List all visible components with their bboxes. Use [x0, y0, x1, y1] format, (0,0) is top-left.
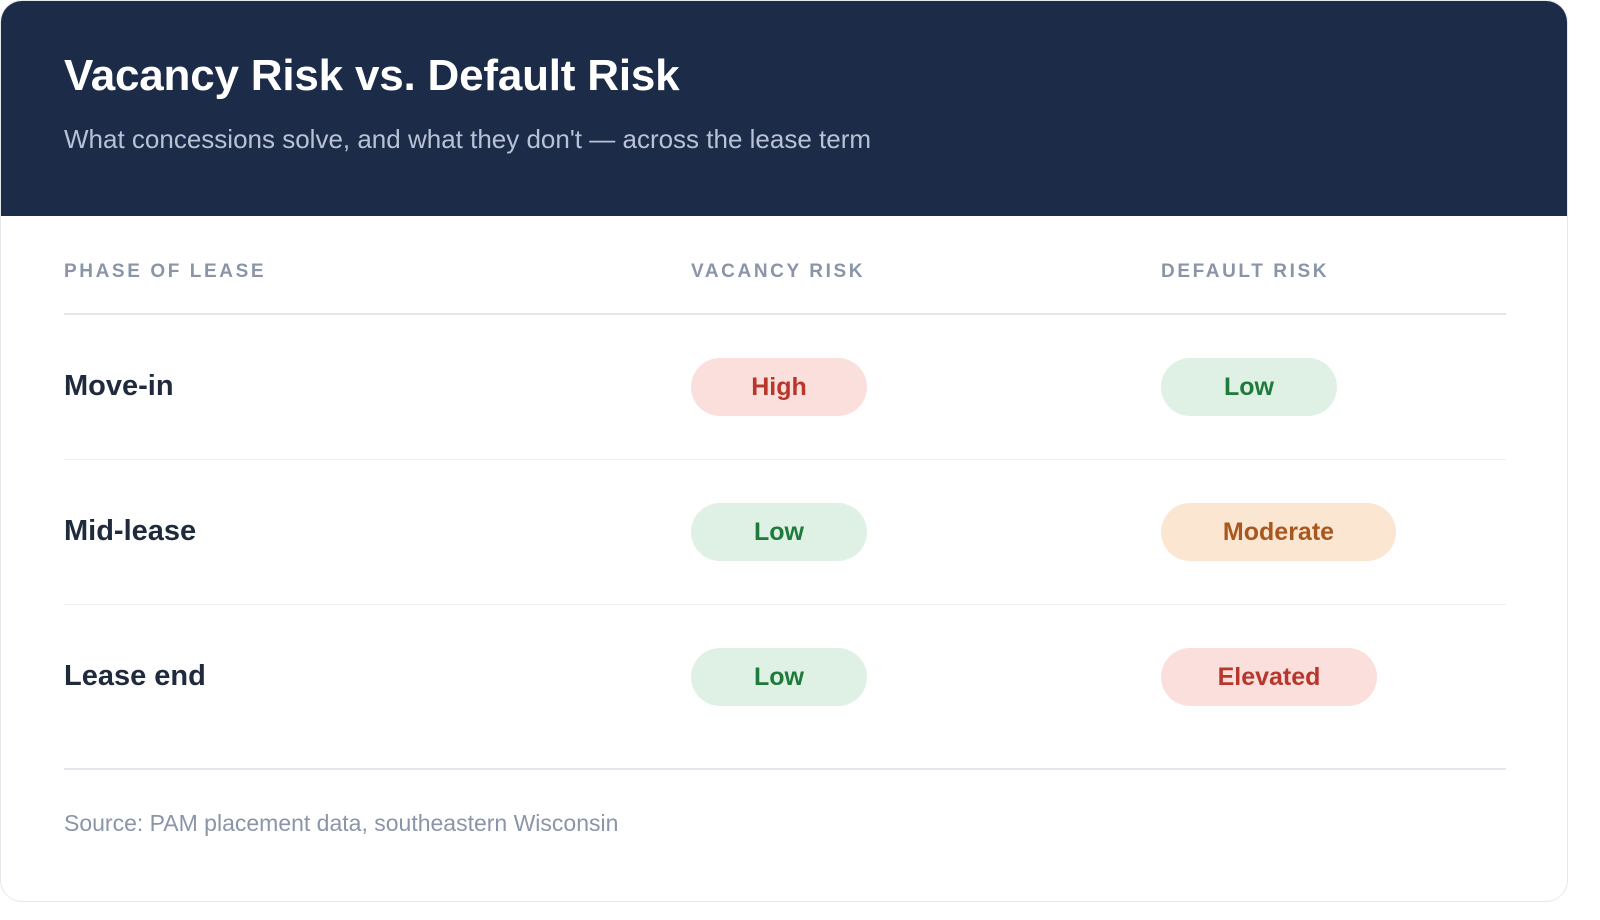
row-phase-mid-lease: Mid-lease [64, 515, 197, 547]
page-title: Vacancy Risk vs. Default Risk [64, 51, 680, 100]
header-divider [64, 313, 1506, 315]
column-header-vacancy-risk: VACANCY RISK [691, 261, 866, 282]
card-header: Vacancy Risk vs. Default Risk What conce… [1, 1, 1567, 216]
column-header-phase: PHASE OF LEASE [64, 261, 267, 282]
default-risk-badge-mid-lease: Moderate [1161, 503, 1396, 561]
vacancy-risk-badge-lease-end: Low [691, 648, 867, 706]
vacancy-risk-badge-move-in: High [691, 358, 867, 416]
row-phase-lease-end: Lease end [64, 660, 206, 692]
source-note: Source: PAM placement data, southeastern… [64, 810, 619, 836]
page-subtitle: What concessions solve, and what they do… [64, 124, 872, 154]
vacancy-risk-badge-mid-lease: Low [691, 503, 867, 561]
footer-divider [64, 768, 1506, 770]
default-risk-badge-lease-end: Elevated [1161, 648, 1377, 706]
comparison-card: Vacancy Risk vs. Default Risk What conce… [0, 0, 1568, 902]
column-header-default-risk: DEFAULT RISK [1161, 261, 1330, 282]
row-divider [64, 604, 1506, 605]
row-phase-move-in: Move-in [64, 370, 174, 402]
default-risk-badge-move-in: Low [1161, 358, 1337, 416]
row-divider [64, 459, 1506, 460]
